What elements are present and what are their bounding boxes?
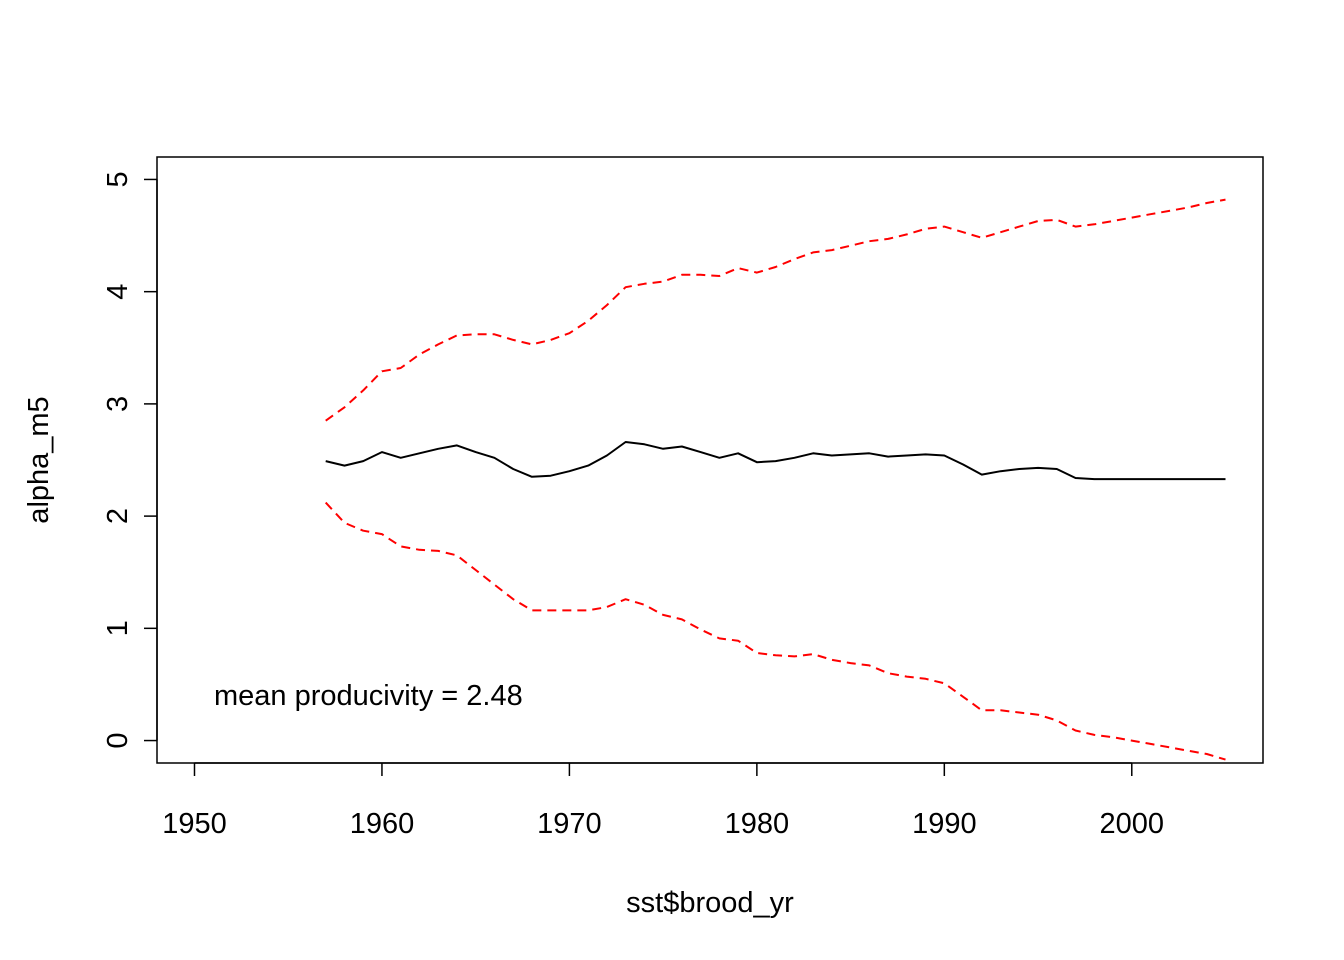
- lower-bound-line: [324, 501, 1226, 761]
- y-tick-label: 3: [102, 396, 134, 412]
- y-axis-label: alpha_m5: [23, 396, 55, 523]
- estimate-line: [325, 441, 1226, 481]
- y-tick-label: 5: [102, 171, 134, 187]
- upper-bound-line: [325, 198, 1226, 422]
- x-axis: 1950 1960 1970 1980 1990 2000: [162, 762, 1165, 840]
- y-axis: 0 1 2 3 4 5: [102, 171, 158, 749]
- series-layer: [324, 198, 1226, 761]
- x-tick-label: 1960: [350, 808, 415, 840]
- x-tick-label: 1980: [725, 808, 790, 840]
- y-tick-label: 4: [102, 284, 134, 300]
- x-tick-label: 1990: [912, 808, 977, 840]
- mean-productivity-annotation: mean producivity = 2.48: [214, 680, 523, 712]
- plot-frame: [156, 156, 1264, 764]
- x-tick-label: 2000: [1100, 808, 1165, 840]
- y-tick-label: 2: [102, 508, 134, 524]
- y-tick-label: 0: [102, 732, 134, 748]
- x-tick-label: 1970: [537, 808, 602, 840]
- x-tick-label: 1950: [162, 808, 227, 840]
- y-tick-label: 1: [102, 620, 134, 636]
- x-axis-label: sst$brood_yr: [626, 887, 794, 919]
